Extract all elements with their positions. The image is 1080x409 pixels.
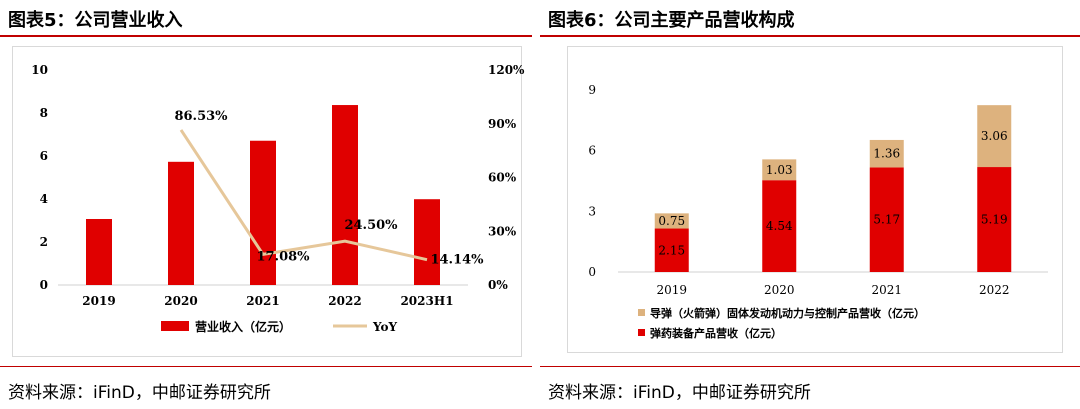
legend-label-rocket-motor: 导弹（火箭弹）固体发动机动力与控制产品营收（亿元）	[650, 306, 925, 320]
x-axis-tick-label: 2019	[656, 283, 687, 297]
x-axis-tick-label: 2020	[764, 283, 795, 297]
right-source-rule	[540, 366, 1080, 367]
y-axis-tick-label: 10	[31, 63, 48, 77]
y-axis-tick-label: 0	[588, 265, 596, 279]
ammunition-data-label: 5.17	[873, 213, 900, 227]
rocket-motor-revenue-bar	[977, 105, 1012, 168]
legend-label-revenue: 营业收入（亿元）	[195, 319, 291, 334]
rocket-motor-data-label: 0.75	[658, 214, 685, 228]
x-axis-tick-label: 2023H1	[400, 294, 453, 308]
revenue-bar	[414, 199, 440, 285]
x-axis-tick-label: 2022	[979, 283, 1010, 297]
product-revenue-chart-frame: 0 3 6 9 2.15 0.75 2019 4.54 1.03 2020 5.17 1.36 2021…	[567, 46, 1063, 353]
revenue-chart-frame: 0 2 4 6 8 10 0% 30% 60% 90% 120% 2019 2020 2021 2022 20…	[12, 46, 525, 357]
legend-swatch-revenue	[161, 321, 189, 331]
y-axis-tick-label: 9	[588, 83, 596, 97]
yoy-line	[179, 129, 428, 262]
x-axis-tick-label: 2020	[164, 294, 197, 308]
rocket-motor-data-label: 1.36	[873, 147, 900, 161]
left-source-rule	[0, 366, 532, 367]
rocket-motor-revenue-bar	[762, 159, 797, 181]
yoy-data-label: 24.50%	[344, 218, 398, 233]
revenue-bar	[250, 140, 276, 285]
y-axis-tick-label: 6	[588, 144, 596, 158]
left-figure-title: 图表5：公司营业收入	[8, 10, 183, 31]
y-axis-tick-label: 8	[40, 106, 48, 120]
right-figure-panel: 图表6：公司主要产品营收构成 0 3 6 9 2.15 0.75 2019 4.54 1.03 2…	[540, 0, 1080, 409]
right-source-note: 资料来源：iFinD，中邮证券研究所	[548, 383, 811, 403]
revenue-bar	[332, 105, 358, 285]
x-axis-tick-label: 2021	[246, 294, 279, 308]
x-axis-tick-label: 2022	[328, 294, 361, 308]
yoy-data-label: 14.14%	[430, 253, 484, 268]
y-axis-tick-label: 2	[40, 235, 48, 249]
left-source-note: 资料来源：iFinD，中邮证券研究所	[8, 383, 271, 403]
x-axis-tick-label: 2019	[82, 294, 115, 308]
rocket-motor-revenue-bar	[654, 213, 689, 229]
y2-axis-tick-label: 0%	[488, 278, 508, 292]
left-title-rule	[0, 35, 532, 37]
ammunition-revenue-bar	[762, 180, 797, 272]
x-axis-tick-label: 2021	[871, 283, 902, 297]
ammunition-revenue-bar	[977, 167, 1012, 272]
yoy-data-label: 86.53%	[174, 109, 228, 124]
right-title-rule	[540, 35, 1080, 37]
rocket-motor-data-label: 1.03	[766, 163, 793, 177]
ammunition-data-label: 4.54	[766, 219, 793, 233]
legend-label-ammunition: 弹药装备产品营收（亿元）	[650, 326, 782, 340]
yoy-data-label: 17.08%	[256, 249, 310, 264]
y2-axis-tick-label: 120%	[488, 63, 525, 77]
y2-axis-tick-label: 90%	[488, 117, 517, 131]
rocket-motor-data-label: 3.06	[981, 129, 1008, 143]
y-axis-tick-label: 3	[588, 204, 596, 218]
legend-swatch-ammunition	[638, 329, 645, 336]
y-axis-tick-label: 6	[40, 149, 48, 163]
left-figure-panel: 图表5：公司营业收入 0 2 4 6 8 10 0% 30% 60% 90% 120% 2019 202…	[0, 0, 532, 409]
rocket-motor-revenue-bar	[869, 139, 904, 168]
right-figure-title: 图表6：公司主要产品营收构成	[548, 10, 795, 31]
legend-swatch-rocket-motor	[638, 309, 645, 316]
y-axis-tick-label: 0	[40, 278, 48, 292]
ammunition-data-label: 2.15	[658, 243, 685, 257]
y-axis-tick-label: 4	[40, 192, 48, 206]
ammunition-data-label: 5.19	[981, 213, 1008, 227]
ammunition-revenue-bar	[869, 167, 904, 272]
y2-axis-tick-label: 60%	[488, 171, 517, 185]
ammunition-revenue-bar	[654, 228, 689, 272]
revenue-bar	[86, 218, 112, 285]
legend-label-yoy: YoY	[372, 320, 398, 334]
product-revenue-chart: 0 3 6 9 2.15 0.75 2019 4.54 1.03 2020 5.17 1.36 2021…	[588, 83, 1048, 340]
revenue-bar	[168, 161, 194, 285]
y2-axis-tick-label: 30%	[488, 224, 517, 238]
revenue-chart: 0 2 4 6 8 10 0% 30% 60% 90% 120% 2019 2020 2021 2022 20…	[31, 63, 525, 334]
